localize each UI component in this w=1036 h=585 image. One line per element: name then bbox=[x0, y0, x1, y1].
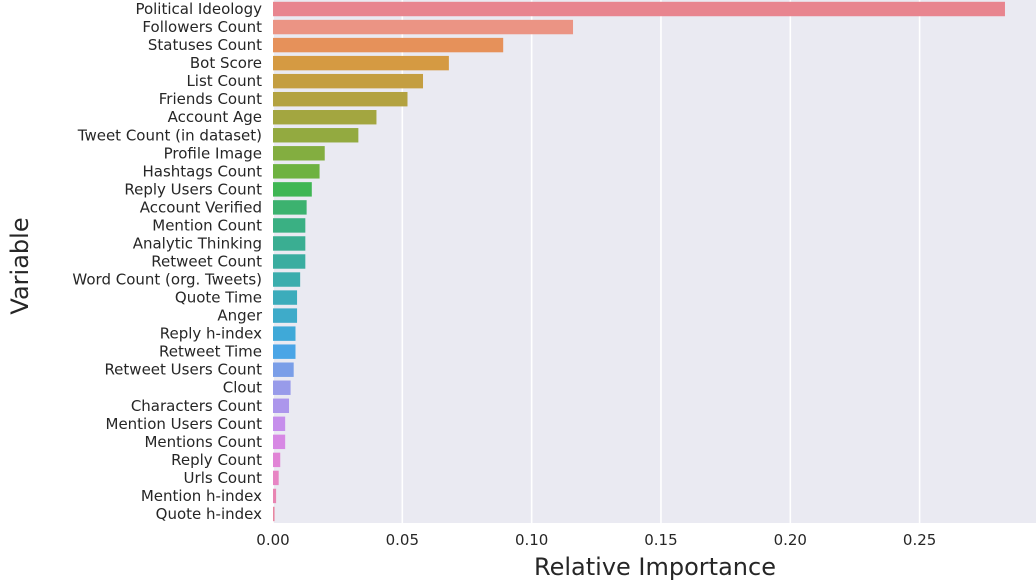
y-axis-title: Variable bbox=[6, 217, 34, 314]
bar bbox=[273, 91, 408, 107]
category-label: Bot Score bbox=[190, 54, 262, 72]
bar bbox=[273, 200, 307, 215]
bar bbox=[273, 146, 325, 161]
bar bbox=[273, 128, 359, 143]
x-tick-label: 0.25 bbox=[903, 531, 936, 549]
category-label: Retweet Count bbox=[151, 253, 262, 271]
x-tick-labels: 0.00 0.05 0.10 0.15 0.20 0.25 bbox=[256, 531, 936, 549]
bar bbox=[273, 164, 320, 179]
bar bbox=[273, 254, 306, 269]
bar bbox=[273, 416, 286, 432]
category-label: List Count bbox=[186, 72, 262, 90]
bar bbox=[273, 55, 449, 71]
category-label: Quote h-index bbox=[156, 505, 262, 523]
category-label: Characters Count bbox=[131, 397, 262, 415]
category-label: Word Count (org. Tweets) bbox=[72, 271, 262, 289]
category-label: Retweet Time bbox=[159, 343, 262, 361]
bar bbox=[273, 37, 504, 53]
category-label: Analytic Thinking bbox=[133, 234, 262, 252]
bar bbox=[273, 326, 296, 341]
x-tick-label: 0.20 bbox=[774, 531, 807, 549]
bar bbox=[273, 398, 290, 413]
bar bbox=[273, 19, 574, 35]
bar bbox=[273, 380, 291, 395]
category-label: Urls Count bbox=[184, 469, 263, 487]
bar bbox=[273, 73, 424, 89]
bar bbox=[273, 488, 277, 504]
category-label: Mentions Count bbox=[144, 433, 262, 451]
category-label: Profile Image bbox=[164, 144, 262, 162]
category-label: Political Ideology bbox=[135, 0, 262, 18]
bar bbox=[273, 110, 377, 125]
category-label: Quote Time bbox=[175, 289, 262, 307]
category-label: Reply Users Count bbox=[124, 180, 262, 198]
x-tick-label: 0.00 bbox=[256, 531, 289, 549]
bar bbox=[273, 344, 296, 359]
bar bbox=[273, 470, 279, 486]
category-label: Account Age bbox=[168, 108, 262, 126]
bar bbox=[273, 272, 301, 287]
category-label: Tweet Count (in dataset) bbox=[77, 126, 262, 144]
category-label: Mention h-index bbox=[141, 487, 262, 505]
bar bbox=[273, 362, 294, 377]
category-label: Mention Users Count bbox=[106, 415, 263, 433]
bar bbox=[273, 1, 1005, 17]
bar bbox=[273, 434, 286, 450]
category-label: Reply h-index bbox=[160, 325, 262, 343]
category-label: Reply Count bbox=[171, 451, 262, 469]
bar bbox=[273, 506, 275, 522]
category-label: Friends Count bbox=[159, 90, 262, 108]
category-label: Retweet Users Count bbox=[104, 361, 262, 379]
x-tick-label: 0.05 bbox=[386, 531, 419, 549]
category-label: Mention Count bbox=[152, 216, 262, 234]
bar bbox=[273, 452, 281, 468]
category-label: Clout bbox=[223, 379, 262, 397]
bar bbox=[273, 236, 306, 251]
category-label: Account Verified bbox=[140, 198, 262, 216]
bars bbox=[273, 1, 1005, 522]
bar bbox=[273, 182, 312, 197]
x-axis-title: Relative Importance bbox=[534, 553, 776, 581]
category-label: Followers Count bbox=[142, 18, 262, 36]
bar bbox=[273, 290, 298, 305]
bar bbox=[273, 308, 298, 323]
category-label: Hashtags Count bbox=[142, 162, 262, 180]
x-tick-label: 0.10 bbox=[515, 531, 548, 549]
category-label: Anger bbox=[217, 307, 263, 325]
x-tick-label: 0.15 bbox=[644, 531, 677, 549]
bar bbox=[273, 218, 306, 233]
category-label: Statuses Count bbox=[148, 36, 262, 54]
